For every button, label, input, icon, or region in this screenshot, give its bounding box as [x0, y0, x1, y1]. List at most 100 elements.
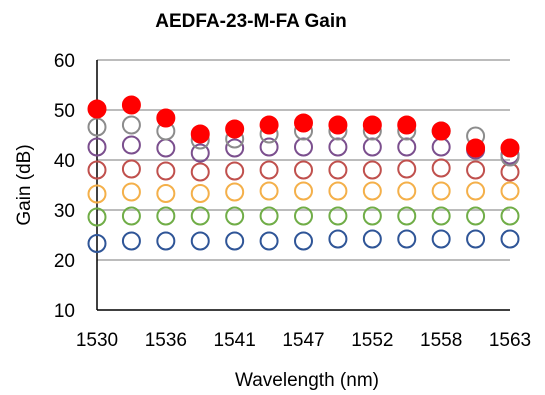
data-point	[190, 231, 210, 251]
data-point	[225, 161, 245, 181]
data-point	[328, 137, 348, 157]
data-point	[397, 181, 417, 201]
y-tick-label: 60	[54, 51, 75, 72]
y-tick-label: 20	[54, 251, 75, 272]
data-point	[294, 206, 313, 226]
data-point	[190, 184, 210, 203]
data-point	[500, 138, 520, 158]
data-point	[259, 115, 279, 135]
data-point	[121, 206, 141, 226]
data-point	[190, 124, 210, 144]
data-point	[431, 229, 451, 249]
data-point	[225, 206, 245, 226]
data-point	[87, 207, 107, 227]
data-point	[156, 138, 176, 158]
x-tick-label: 1530	[76, 330, 118, 351]
data-point	[466, 138, 486, 158]
data-point	[294, 181, 313, 201]
data-point	[225, 138, 245, 158]
data-point	[328, 206, 348, 226]
data-point	[259, 181, 279, 201]
data-point	[466, 206, 486, 226]
x-tick-label: 1536	[145, 330, 187, 351]
data-point	[156, 161, 176, 181]
data-point	[121, 231, 141, 251]
data-point	[156, 231, 176, 251]
data-point	[156, 206, 176, 226]
data-point	[466, 229, 486, 249]
grid-layer	[97, 59, 510, 261]
data-point	[259, 137, 279, 157]
data-point	[397, 159, 417, 179]
data-point	[328, 229, 348, 249]
data-point	[328, 115, 348, 135]
data-point	[397, 115, 417, 135]
chart-title: AEDFA-23-M-FA Gain	[155, 11, 346, 32]
data-point	[362, 137, 382, 157]
data-point	[87, 99, 107, 119]
data-point	[190, 206, 210, 226]
data-point	[121, 95, 141, 115]
y-tick-label: 30	[54, 201, 75, 222]
x-tick-label: 1563	[489, 330, 531, 351]
data-point	[397, 137, 417, 157]
data-point	[121, 159, 141, 179]
data-point	[431, 181, 451, 201]
data-point	[362, 115, 382, 135]
data-point	[431, 158, 451, 178]
x-tick-label: 1558	[420, 330, 462, 351]
data-point	[156, 184, 176, 203]
data-point	[431, 121, 451, 141]
data-point	[294, 160, 313, 180]
data-point	[225, 119, 245, 139]
data-point	[87, 184, 107, 204]
data-point	[397, 229, 417, 249]
series-0	[87, 229, 520, 253]
data-point	[500, 206, 520, 226]
series-1	[87, 206, 520, 227]
y-axis-label: Gain (dB)	[14, 144, 35, 225]
data-point	[466, 181, 486, 201]
data-point	[362, 206, 382, 226]
data-point	[328, 160, 348, 180]
x-axis-label: Wavelength (nm)	[235, 370, 379, 391]
data-point	[87, 234, 107, 253]
y-tick-label: 50	[54, 101, 75, 122]
data-point	[121, 115, 141, 135]
data-point	[87, 160, 107, 180]
series-2	[87, 181, 520, 204]
data-point	[225, 182, 245, 202]
y-tick-label: 40	[54, 151, 75, 172]
data-point	[294, 231, 313, 251]
y-tick-labels: 10 20 30 40 50 60	[54, 51, 75, 322]
data-point	[294, 113, 313, 133]
data-point	[362, 181, 382, 201]
data-point	[362, 160, 382, 180]
data-points	[87, 95, 520, 253]
data-point	[121, 135, 141, 155]
data-point	[500, 229, 520, 249]
data-point	[362, 229, 382, 249]
x-tick-labels: 1530 1536 1541 1547 1552 1558 1563	[76, 330, 531, 351]
data-point	[466, 160, 486, 180]
data-point	[259, 231, 279, 251]
data-point	[397, 206, 417, 226]
x-tick-label: 1541	[214, 330, 256, 351]
data-point	[190, 162, 210, 182]
data-point	[259, 206, 279, 226]
data-point	[87, 137, 107, 157]
data-point	[328, 181, 348, 201]
series-6	[87, 95, 520, 158]
data-point	[431, 206, 451, 226]
data-point	[259, 160, 279, 180]
data-point	[190, 143, 210, 163]
series-3	[87, 158, 520, 182]
y-tick-label: 10	[54, 301, 75, 322]
data-point	[500, 181, 520, 201]
x-tick-label: 1552	[351, 330, 393, 351]
data-point	[225, 231, 245, 251]
data-point	[156, 108, 176, 128]
data-point	[121, 182, 141, 202]
